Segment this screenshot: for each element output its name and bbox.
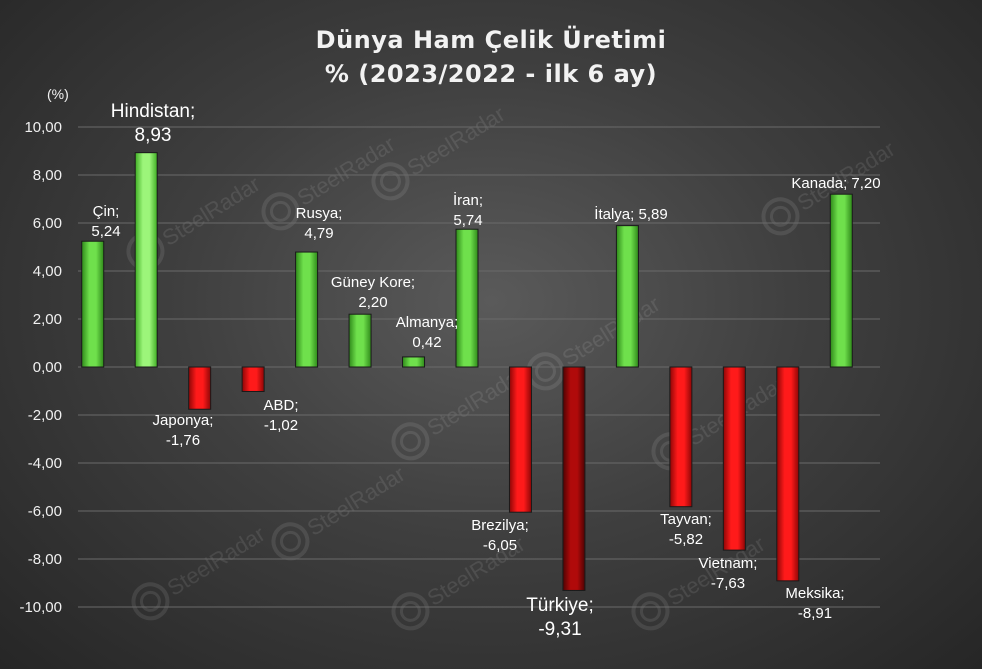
bar bbox=[508, 366, 532, 513]
watermark: SteelRadar bbox=[131, 521, 270, 621]
chart-title: Dünya Ham Çelik Üretimi bbox=[315, 26, 667, 54]
y-tick-label: 8,00 bbox=[33, 167, 62, 184]
svg-text:SteelRadar: SteelRadar bbox=[303, 461, 410, 541]
y-tick-label: -10,00 bbox=[19, 599, 62, 616]
bar bbox=[81, 240, 105, 368]
svg-text:SteelRadar: SteelRadar bbox=[158, 171, 265, 251]
data-label: Tayvan; -5,82 bbox=[660, 511, 712, 548]
watermark: SteelRadar bbox=[651, 371, 789, 471]
svg-text:SteelRadar: SteelRadar bbox=[403, 101, 510, 181]
bar bbox=[722, 366, 746, 551]
gridlines bbox=[78, 126, 880, 608]
bar bbox=[188, 366, 212, 410]
data-label: Japonya; -1,76 bbox=[153, 412, 214, 449]
data-label: Kanada; 7,20 bbox=[791, 175, 880, 192]
bar bbox=[455, 228, 479, 368]
y-tick-label: -4,00 bbox=[28, 455, 62, 472]
data-label: Çin; 5,24 bbox=[91, 203, 120, 240]
y-tick-label: 4,00 bbox=[33, 263, 62, 280]
y-tick-label: 0,00 bbox=[33, 359, 62, 376]
data-label: Almanya; 0,42 bbox=[396, 314, 459, 351]
data-label: İtalya; 5,89 bbox=[594, 205, 667, 223]
bar bbox=[134, 152, 158, 368]
bar bbox=[295, 251, 319, 368]
bar bbox=[241, 366, 265, 392]
data-label: Rusya; 4,79 bbox=[296, 205, 343, 242]
bar bbox=[829, 193, 853, 368]
data-label: Türkiye; -9,31 bbox=[526, 595, 594, 640]
y-tick-label: -2,00 bbox=[28, 407, 62, 424]
bar bbox=[348, 313, 372, 368]
chart-subtitle: % (2023/2022 - ilk 6 ay) bbox=[324, 60, 658, 88]
data-label: Meksika; -8,91 bbox=[785, 585, 844, 622]
bar bbox=[615, 225, 639, 368]
bar bbox=[776, 366, 800, 582]
data-label: Hindistan; 8,93 bbox=[111, 101, 196, 146]
svg-text:SteelRadar: SteelRadar bbox=[558, 291, 665, 371]
y-tick-label: 2,00 bbox=[33, 311, 62, 328]
svg-text:SteelRadar: SteelRadar bbox=[163, 521, 270, 601]
data-label: Vietnam; -7,63 bbox=[699, 555, 758, 592]
data-label: ABD; -1,02 bbox=[263, 397, 298, 434]
data-label: İran; 5,74 bbox=[453, 191, 483, 229]
bars-layer bbox=[81, 152, 853, 591]
watermark: SteelRadar bbox=[526, 291, 665, 391]
y-tick-label: -8,00 bbox=[28, 551, 62, 568]
bar bbox=[402, 356, 426, 368]
y-axis-unit-label: (%) bbox=[47, 86, 69, 102]
data-label: Güney Kore; 2,20 bbox=[331, 274, 415, 311]
bar bbox=[669, 366, 693, 508]
y-tick-label: 6,00 bbox=[33, 215, 62, 232]
bar bbox=[562, 366, 586, 591]
y-axis-ticks: 10,00 8,00 6,00 4,00 2,00 0,00 -2,00 -4,00 -6,00… bbox=[19, 119, 62, 616]
y-tick-label: -6,00 bbox=[28, 503, 62, 520]
data-labels-layer: Çin; 5,24 Hindistan; 8,93 Japonya; -1,76 ABD; -… bbox=[91, 101, 880, 640]
y-tick-label: 10,00 bbox=[24, 119, 62, 136]
data-label: Brezilya; -6,05 bbox=[471, 517, 529, 554]
